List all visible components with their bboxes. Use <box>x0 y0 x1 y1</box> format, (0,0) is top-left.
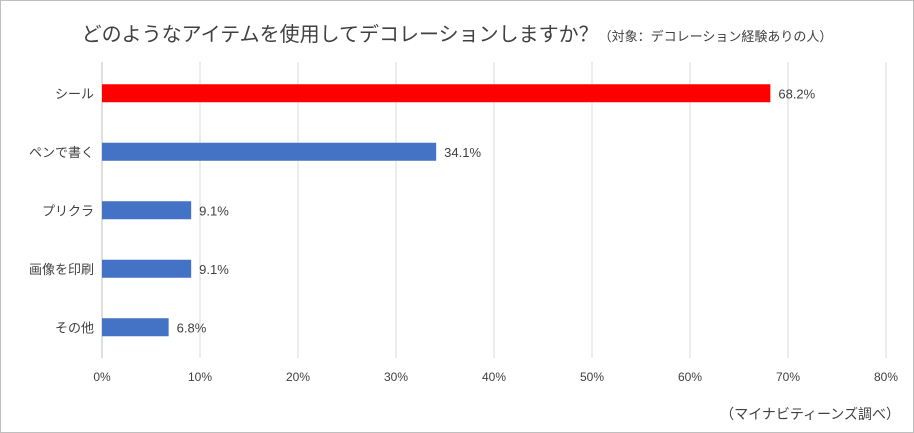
bars <box>102 84 771 337</box>
x-tick-label: 30% <box>384 370 408 384</box>
labels: 0% 10% 20% 30% 40% 50% 60% 70% 80% シール 68.2% ペンで書く 3… <box>29 86 898 384</box>
title-main: どのようなアイテムを使用してデコレーションしますか？ <box>81 22 599 46</box>
category-label: ペンで書く <box>29 146 94 161</box>
x-tick-label: 20% <box>286 370 310 384</box>
value-label: 9.1% <box>199 203 229 218</box>
bar <box>102 201 192 220</box>
x-tick-label: 70% <box>776 370 800 384</box>
bar <box>102 259 192 278</box>
category-label: 画像を印刷 <box>29 263 94 278</box>
value-label: 68.2% <box>778 86 815 101</box>
source-note: （マイナビティーンズ調べ） <box>720 407 900 423</box>
category-label: シール <box>55 87 94 102</box>
chart-title: どのようなアイテムを使用してデコレーションしますか？（対象：デコレーション経験あ… <box>0 18 914 47</box>
bar <box>102 84 771 103</box>
x-tick-label: 50% <box>580 370 604 384</box>
bar <box>102 142 437 161</box>
value-label: 9.1% <box>199 262 229 277</box>
x-tick-label: 80% <box>874 370 898 384</box>
x-tick-label: 40% <box>482 370 506 384</box>
x-tick-label: 60% <box>678 370 702 384</box>
category-label: その他 <box>55 321 94 336</box>
bar <box>102 318 169 337</box>
value-label: 6.8% <box>177 320 207 335</box>
value-label: 34.1% <box>444 145 481 160</box>
x-tick-label: 10% <box>188 370 212 384</box>
category-label: プリクラ <box>42 204 94 219</box>
x-tick-label: 0% <box>93 370 111 384</box>
gridlines <box>101 62 887 358</box>
title-subtitle: （対象：デコレーション経験ありの人） <box>598 30 833 45</box>
